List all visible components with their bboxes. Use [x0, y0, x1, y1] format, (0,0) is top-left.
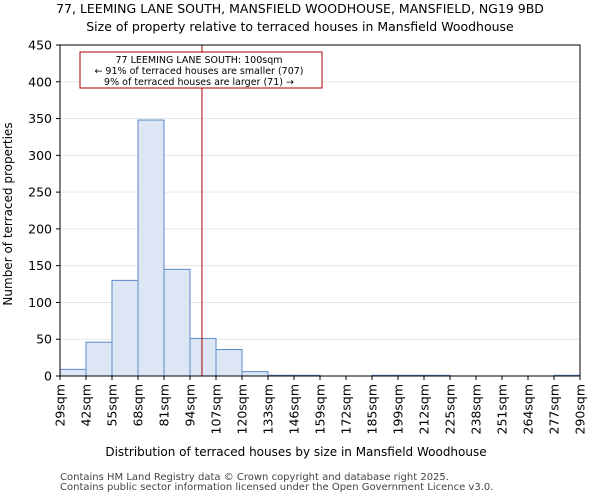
x-tick-label: 290sqm [573, 384, 588, 434]
x-tick-label: 107sqm [209, 384, 224, 434]
y-tick-label: 0 [44, 369, 52, 384]
x-tick-label: 94sqm [183, 384, 198, 427]
annotation-line-2: ← 91% of terraced houses are smaller (70… [94, 66, 303, 77]
bars [59, 119, 581, 377]
footer-line-1: Contains HM Land Registry data © Crown c… [60, 472, 449, 483]
x-tick-label: 172sqm [339, 384, 354, 434]
annotation-box: 77 LEEMING LANE SOUTH: 100sqm ← 91% of t… [79, 51, 323, 89]
bar [111, 279, 139, 377]
x-tick-label: 238sqm [469, 384, 484, 434]
x-tick-label: 185sqm [365, 384, 380, 434]
bar [59, 368, 87, 377]
footer: Contains HM Land Registry data © Crown c… [60, 473, 493, 493]
annotation-line-3: 9% of terraced houses are larger (71) → [104, 77, 294, 88]
y-tick-label: 450 [28, 38, 52, 53]
annotation-frame [79, 51, 323, 89]
x-tick-label: 55sqm [105, 384, 120, 427]
y-tick-label: 150 [28, 258, 52, 273]
y-axis-label: Number of terraced properties [1, 122, 15, 305]
bar [85, 341, 113, 377]
y-tick-label: 100 [28, 295, 52, 310]
x-tick-label: 81sqm [157, 384, 172, 427]
x-tick-label: 120sqm [235, 384, 250, 434]
y-tick-label: 200 [28, 221, 52, 236]
y-tick-label: 300 [28, 148, 52, 163]
bar [163, 268, 191, 377]
x-tick-label: 264sqm [521, 384, 536, 434]
x-tick-label: 199sqm [391, 384, 406, 434]
x-tick-label: 225sqm [443, 384, 458, 434]
annotation-line-1: 77 LEEMING LANE SOUTH: 100sqm [115, 55, 282, 66]
x-tick-label: 29sqm [53, 384, 68, 427]
chart-title: 77, LEEMING LANE SOUTH, MANSFIELD WOODHO… [56, 1, 544, 16]
bar [241, 371, 269, 377]
y-axis: 0 50 100 150 200 250 300 350 400 450 [28, 38, 60, 384]
x-tick-label: 251sqm [495, 384, 510, 434]
x-tick-label: 277sqm [547, 384, 562, 434]
y-tick-label: 400 [28, 74, 52, 89]
chart-subtitle: Size of property relative to terraced ho… [86, 19, 514, 34]
x-tick-label: 159sqm [313, 384, 328, 434]
x-tick-label: 133sqm [261, 384, 276, 434]
bar [137, 119, 165, 377]
x-axis: 29sqm 42sqm 55sqm 68sqm 81sqm 94sqm 107sqm 120s… [53, 376, 588, 434]
footer-line-2: Contains public sector information licen… [60, 482, 494, 493]
x-tick-label: 42sqm [79, 384, 94, 427]
y-tick-label: 250 [28, 185, 52, 200]
x-tick-label: 146sqm [287, 384, 302, 434]
bar [215, 349, 243, 377]
x-tick-label: 68sqm [131, 384, 146, 427]
y-tick-label: 50 [36, 332, 52, 347]
y-tick-label: 350 [28, 111, 52, 126]
bar [189, 337, 217, 377]
x-tick-label: 212sqm [417, 384, 432, 434]
x-axis-label: Distribution of terraced houses by size … [105, 445, 486, 459]
histogram-chart: 77, LEEMING LANE SOUTH, MANSFIELD WOODHO… [1, 1, 588, 459]
